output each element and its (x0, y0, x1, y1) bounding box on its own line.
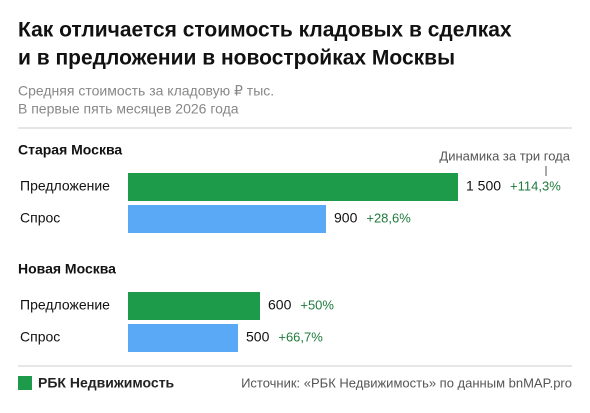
brand-logo (18, 376, 32, 390)
value-label: 600 (268, 297, 292, 313)
bar (128, 173, 458, 201)
category-label: Спрос (20, 329, 60, 345)
group-label: Новая Москва (18, 261, 116, 277)
bar (128, 324, 238, 352)
bar (128, 292, 260, 320)
value-label: 500 (246, 329, 270, 345)
brand: РБК Недвижимость (38, 375, 175, 391)
chart-title: и в предложении в новостройках Москвы (18, 47, 455, 70)
bar (128, 205, 326, 233)
change-title: Динамика за три года (439, 148, 570, 163)
subtitle: Средняя стоимость за кладовую ₽ тыс. (18, 83, 274, 99)
category-label: Предложение (20, 178, 110, 194)
category-label: Предложение (20, 297, 110, 313)
subtitle: В первые пять месяцев 2026 года (18, 101, 239, 117)
value-label: 1 500 (466, 178, 501, 194)
value-label: 900 (334, 210, 358, 226)
category-label: Спрос (20, 210, 60, 226)
change-label: +114,3% (510, 178, 561, 193)
change-label: +66,7% (278, 329, 323, 344)
chart-title: Как отличается стоимость кладовых в сдел… (18, 19, 512, 42)
source: Источник: «РБК Недвижимость» по данным b… (241, 375, 572, 390)
group-label: Старая Москва (18, 142, 122, 158)
change-label: +28,6% (366, 210, 411, 225)
change-label: +50% (300, 297, 334, 312)
